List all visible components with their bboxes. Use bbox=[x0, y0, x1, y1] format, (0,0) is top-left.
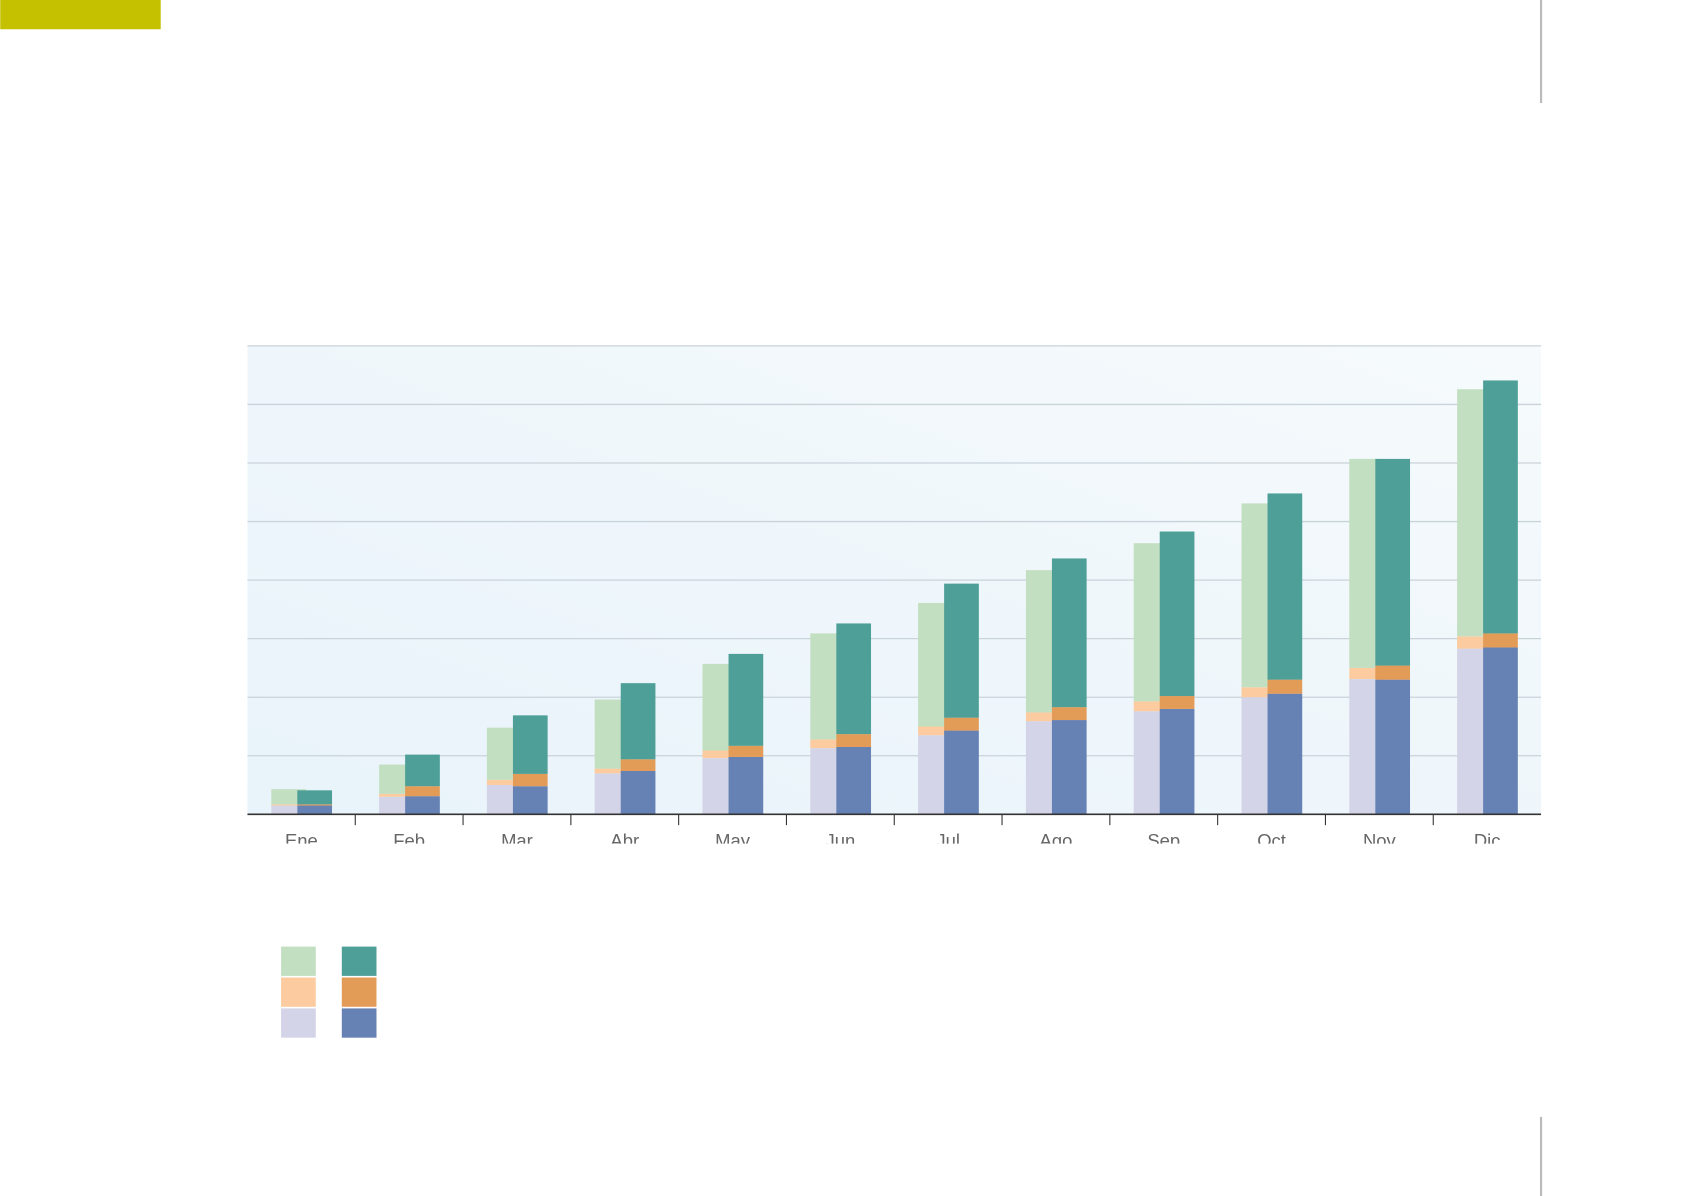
bar-segment bbox=[1051, 707, 1087, 721]
bar-segment bbox=[297, 805, 333, 815]
bar-segment bbox=[620, 759, 656, 771]
bars bbox=[271, 380, 1518, 815]
bar-segment bbox=[1241, 687, 1277, 698]
bar-segment bbox=[486, 779, 522, 786]
bar-segment bbox=[728, 653, 764, 746]
bar-segment bbox=[379, 793, 414, 797]
bar-segment bbox=[1051, 558, 1087, 708]
bar-segment bbox=[594, 768, 630, 774]
header-accent bbox=[0, 0, 161, 30]
bar-segment bbox=[512, 715, 548, 774]
x-tick-label: Sep bbox=[1147, 830, 1180, 851]
bar-segment bbox=[405, 754, 440, 787]
bar-segment bbox=[702, 750, 738, 759]
x-tick-label: Abr bbox=[610, 830, 639, 851]
x-tick-label: Jul bbox=[936, 830, 960, 851]
legend-swatch bbox=[281, 977, 316, 1007]
bar-segment bbox=[836, 734, 872, 747]
bar-segment bbox=[297, 804, 333, 806]
bar-segment bbox=[944, 583, 979, 718]
bar-segment bbox=[271, 789, 307, 805]
x-tick-label: Jun bbox=[826, 830, 856, 851]
bar-segment bbox=[1375, 679, 1411, 815]
bar-segment bbox=[1133, 701, 1169, 712]
x-tick-label: Nov bbox=[1363, 830, 1397, 851]
x-tick-label: Mar bbox=[501, 830, 533, 851]
x-tick-label: Oct bbox=[1257, 830, 1286, 851]
bar-segment bbox=[1159, 708, 1195, 815]
bar-segment bbox=[836, 746, 872, 815]
bar-segment bbox=[1375, 458, 1411, 666]
x-tick-label: Dic bbox=[1474, 830, 1501, 851]
bar-segment bbox=[1375, 665, 1411, 680]
bar-segment bbox=[1267, 679, 1303, 694]
bar-segment bbox=[1267, 493, 1303, 680]
bar-segment bbox=[1349, 667, 1385, 680]
bar-segment bbox=[620, 683, 656, 760]
bar-segment bbox=[271, 805, 307, 815]
bar-segment bbox=[836, 623, 872, 735]
bar-segment bbox=[405, 786, 440, 797]
bar-segment bbox=[405, 796, 440, 815]
bar-segment bbox=[512, 773, 548, 787]
x-tick-label: Feb bbox=[393, 830, 425, 851]
legend-swatch bbox=[281, 1008, 316, 1038]
bar-segment bbox=[297, 790, 333, 805]
bar-segment bbox=[918, 726, 953, 736]
x-tick-label: May bbox=[715, 830, 751, 851]
bar-segment bbox=[1267, 693, 1303, 815]
bar-segment bbox=[1483, 647, 1518, 815]
legend bbox=[281, 946, 377, 1038]
legend-swatch bbox=[341, 1008, 377, 1038]
bar-segment bbox=[1483, 633, 1518, 648]
bar-segment bbox=[944, 717, 979, 731]
bar-segment bbox=[944, 730, 979, 815]
bar-segment bbox=[728, 745, 764, 757]
bar-segment bbox=[810, 739, 846, 749]
bar-segment bbox=[1483, 380, 1518, 634]
legend-swatch bbox=[281, 946, 316, 976]
bar-segment bbox=[728, 756, 764, 815]
x-axis bbox=[247, 813, 1542, 826]
x-labels: Ene Feb Mar Abr May Jun Jul Ago Sep Oct Nov Dic bbox=[285, 830, 1501, 851]
bar-segment bbox=[1159, 531, 1195, 697]
legend-swatch bbox=[341, 977, 377, 1007]
x-tick-label: Ago bbox=[1040, 830, 1073, 851]
bar-segment bbox=[271, 804, 307, 806]
bar-segment bbox=[512, 786, 548, 815]
bar-segment bbox=[1051, 720, 1087, 815]
bar-segment bbox=[620, 770, 656, 815]
bar-segment bbox=[1025, 712, 1061, 722]
legend-swatch bbox=[341, 946, 377, 976]
bar-segment bbox=[1159, 696, 1195, 709]
x-tick-label: Ene bbox=[285, 830, 318, 851]
